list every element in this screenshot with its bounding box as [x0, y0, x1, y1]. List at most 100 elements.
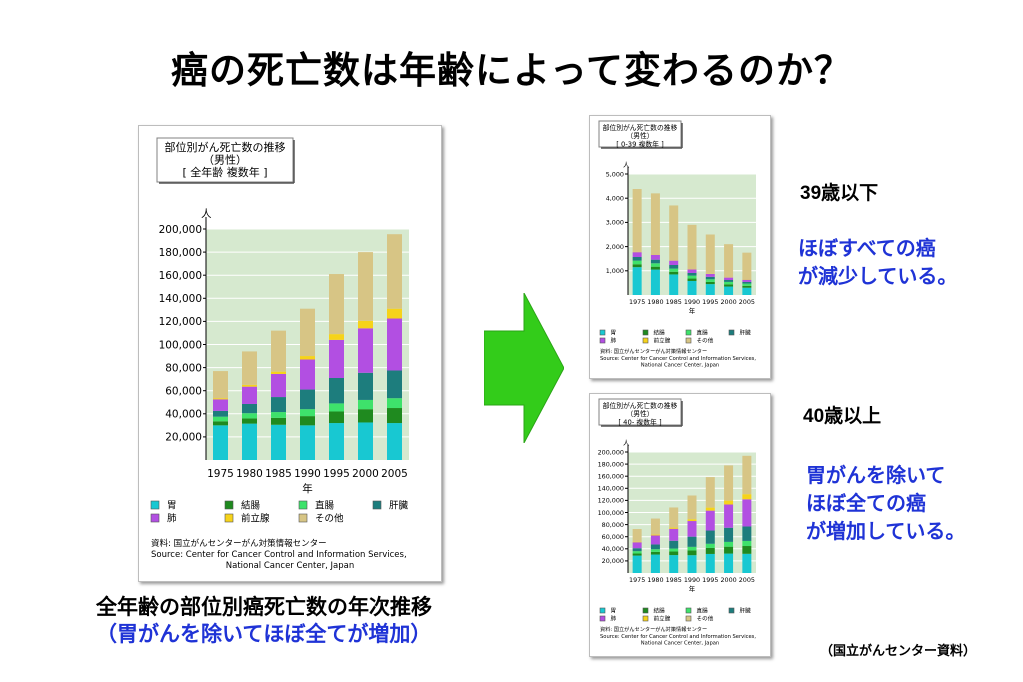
x-axis-label: 年 [689, 306, 696, 315]
chart-under-39: 部位別がん死亡数の推移（男性）[ 0-39 複数年 ] 1,000 2,000 3,0… [598, 120, 756, 369]
legend-swatch-rectum [685, 329, 692, 336]
bar-segment-liver [387, 370, 402, 399]
bar-segment-prostate [742, 494, 752, 500]
bar-segment-stomach [387, 423, 402, 460]
bar-segment-liver [358, 372, 373, 400]
bar-segment-rectum [669, 268, 679, 272]
legend-swatch-stomach [599, 329, 606, 336]
legend-swatch-stomach [150, 500, 160, 510]
legend-swatch-lung [599, 337, 606, 344]
bar-segment-colon [213, 421, 228, 426]
bar-segment-liver [271, 397, 286, 413]
x-tick-label: 2005 [381, 468, 408, 480]
bar-segment-other [358, 252, 373, 321]
bar-segment-lung [724, 504, 734, 528]
x-tick-label: 1995 [702, 298, 718, 306]
x-tick-label: 2005 [739, 576, 755, 584]
chart-panel-over-40: 部位別がん死亡数の推移 （男性）[ 40- 複数年 ] 20,000 40,000 60… [589, 393, 771, 657]
bar-segment-rectum [687, 546, 697, 551]
legend-label: 直腸 [315, 500, 335, 512]
legend-swatch-stomach [599, 607, 606, 614]
source-line: Source: Center for Cancer Control and In… [600, 356, 756, 362]
bar-segment-other [669, 507, 679, 528]
bar-segment-lung [271, 373, 286, 398]
bar-segment-other [724, 465, 734, 501]
bar-segment-rectum [632, 551, 642, 554]
x-tick-label: 1985 [265, 468, 292, 480]
bar-segment-other [387, 234, 402, 309]
bar-segment-stomach [329, 423, 344, 460]
old-note-line3: が増加している。 [806, 519, 966, 543]
bar-segment-lung [242, 386, 257, 404]
legend-label: 肺 [167, 514, 177, 525]
bar-segment-liver [669, 540, 679, 549]
bar-segment-other [705, 477, 715, 508]
legend-label: 結腸 [654, 607, 666, 615]
bar-segment-colon [742, 285, 752, 288]
chart-all-ages: 部位別がん死亡数の推移（男性）[ 全年齢 複数年 ] 20,000 40,000 60… [150, 137, 409, 571]
bar-segment-lung [724, 277, 734, 280]
legend-swatch-rectum [298, 500, 308, 510]
legend-swatch-prostate [224, 513, 234, 523]
bar-segment-lung [687, 269, 697, 273]
bar-segment-prostate [687, 519, 697, 522]
source-line: Source: Center for Cancer Control and In… [151, 550, 407, 560]
bar-segment-stomach [242, 423, 257, 460]
y-tick-label: 160,000 [598, 473, 624, 481]
legend-swatch-liver [728, 329, 735, 336]
legend-swatch-rectum [685, 607, 692, 614]
bar-segment-prostate [213, 398, 228, 400]
bar-segment-stomach [271, 424, 286, 460]
x-tick-label: 2005 [739, 298, 755, 306]
bar-segment-other [669, 205, 679, 261]
young-heading: 39歳以下 [800, 183, 879, 204]
source-line: Source: Center for Cancer Control and In… [600, 634, 756, 640]
y-tick-label: 100,000 [159, 339, 202, 351]
bar-segment-liver [242, 403, 257, 414]
bar-segment-lung [742, 279, 752, 282]
x-tick-label: 1995 [702, 576, 718, 584]
bar-segment-colon [632, 264, 642, 268]
bar-segment-other [271, 330, 286, 372]
bar-segment-liver [632, 548, 642, 552]
bar-segment-rectum [329, 403, 344, 412]
chart-title-box [156, 137, 294, 183]
x-tick-label: 1990 [684, 576, 700, 584]
bar-segment-other [329, 274, 344, 335]
bar-segment-lung [669, 528, 679, 541]
bar-segment-lung [300, 359, 315, 390]
bar-segment-rectum [632, 260, 642, 265]
bar-segment-lung [650, 535, 660, 545]
bar-segment-stomach [724, 553, 734, 573]
bar-segment-rectum [724, 281, 734, 285]
bar-segment-lung [213, 399, 228, 411]
footnote: （国立がんセンター資料） [820, 644, 977, 659]
bar-segment-lung [742, 499, 752, 527]
x-tick-label: 1975 [629, 298, 645, 306]
legend-label: その他 [697, 337, 714, 345]
x-tick-label: 2000 [720, 298, 736, 306]
y-tick-label: 5,000 [606, 170, 624, 178]
bar-segment-prostate [669, 527, 679, 529]
bar-segment-other [705, 234, 715, 274]
x-tick-label: 1985 [666, 298, 682, 306]
legend-swatch-prostate [642, 615, 649, 622]
y-tick-label: 120,000 [598, 497, 624, 505]
bar-segment-colon [687, 278, 697, 281]
bar-segment-colon [387, 408, 402, 424]
arrow-shape [484, 293, 564, 443]
x-tick-label: 2000 [352, 468, 379, 480]
bar-segment-colon [669, 271, 679, 275]
bar-segment-colon [724, 284, 734, 287]
source-line: 資料: 国立がんセンターがん対策情報センター [151, 538, 327, 549]
y-tick-label: 20,000 [602, 557, 624, 565]
legend-label: 前立腺 [654, 615, 671, 623]
bar-segment-stomach [742, 553, 752, 573]
y-tick-label: 160,000 [159, 270, 202, 282]
bar-segment-colon [724, 546, 734, 554]
legend-label: 肝臓 [740, 607, 752, 615]
bar-segment-stomach [632, 267, 642, 295]
legend-label: 前立腺 [241, 513, 270, 525]
x-tick-label: 1990 [294, 468, 321, 480]
bar-segment-stomach [687, 280, 697, 295]
